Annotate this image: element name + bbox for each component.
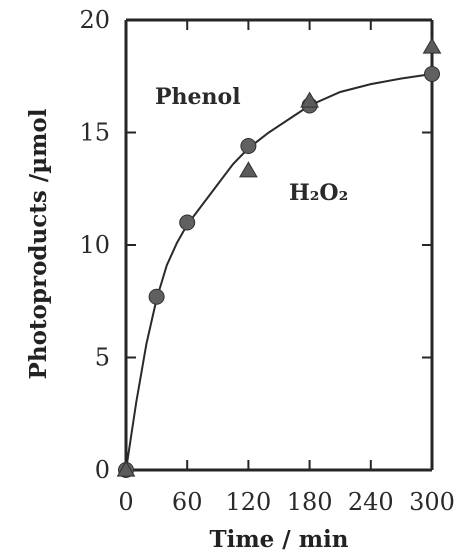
h2o2-point-120: [239, 161, 258, 178]
phenol-point-60: [179, 214, 196, 231]
ticks-layer: [125, 19, 433, 471]
phenol-point-300: [424, 66, 440, 82]
y-tick-label-15: 15: [79, 119, 110, 147]
phenol-point-30: [148, 288, 165, 305]
phenol-point-120: [240, 138, 257, 154]
annotation-phenol: Phenol: [155, 84, 241, 110]
annotation-h2o2: H₂O₂: [289, 180, 348, 206]
fit-curve: [125, 73, 433, 471]
x-tick-label-120: 120: [225, 488, 271, 516]
x-axis-title: Time / min: [209, 526, 348, 553]
y-tick-label-20: 20: [79, 6, 110, 34]
points-layer: [116, 37, 442, 478]
x-tick-label-60: 60: [172, 488, 203, 516]
x-tick-label-240: 240: [348, 488, 394, 516]
x-tick-label-180: 180: [287, 488, 333, 516]
x-tick-label-300: 300: [409, 488, 455, 516]
labels-layer: 0 5 10 15 20 0 60 120 180 240 300: [79, 6, 454, 516]
h2o2-point-0: [116, 460, 136, 477]
curve-layer: [125, 73, 433, 471]
y-tick-label-0: 0: [95, 456, 110, 484]
x-tick-label-0: 0: [118, 488, 133, 516]
y-tick-label-10: 10: [79, 231, 110, 259]
y-tick-label-5: 5: [95, 344, 110, 372]
h2o2-point-180: [300, 91, 319, 108]
h2o2-point-300: [422, 37, 442, 54]
y-axis-title: Photoproducts /µmol: [25, 108, 52, 379]
